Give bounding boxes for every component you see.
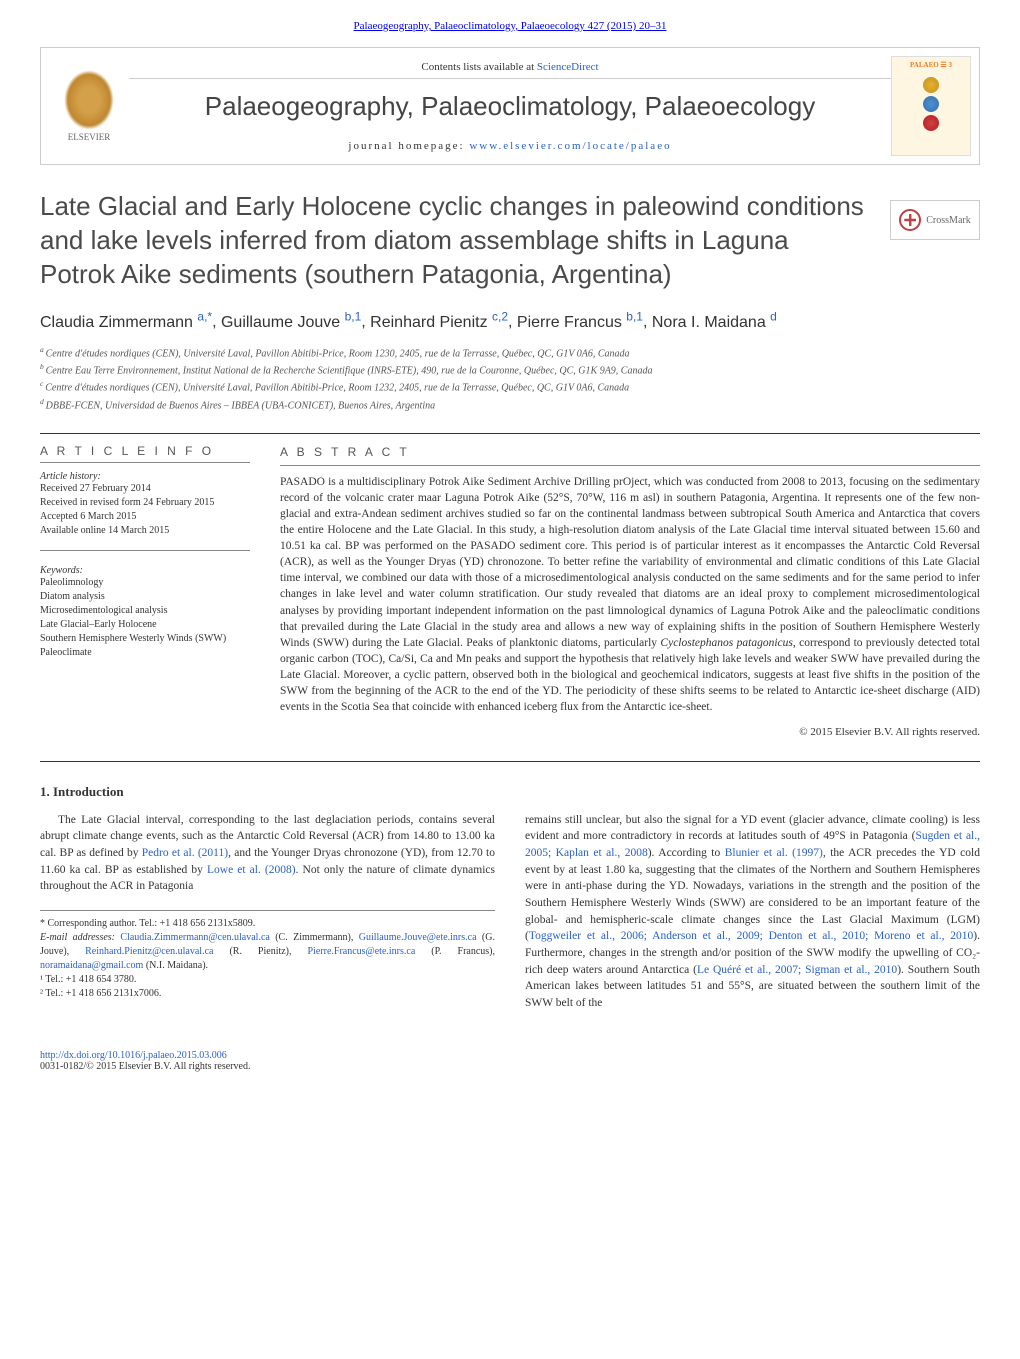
column-right: remains still unclear, but also the sign… (525, 812, 980, 1020)
crossmark-icon (899, 209, 921, 231)
affiliation--link[interactable]: c,2 (492, 309, 508, 323)
history-label: Article history: (40, 471, 250, 482)
section-1-title: 1. Introduction (40, 784, 980, 800)
header-center: Contents lists available at ScienceDirec… (129, 61, 891, 152)
affiliations-list: a Centre d'études nordiques (CEN), Unive… (40, 344, 980, 413)
history-item: Received 27 February 2014 (40, 482, 250, 496)
body-two-columns: The Late Glacial interval, corresponding… (40, 812, 980, 1020)
contents-available: Contents lists available at ScienceDirec… (129, 61, 891, 79)
author-affiliation-sup: d (770, 309, 777, 323)
tel-footnote-1: ¹ Tel.: +1 418 654 3780. (40, 973, 495, 987)
info-divider (40, 550, 250, 551)
affiliation-link[interactable]: a, (197, 309, 207, 323)
ref-link[interactable]: Pedro et al. (2011) (142, 847, 228, 859)
email-link[interactable]: Claudia.Zimmermann@cen.ulaval.ca (120, 932, 269, 943)
cover-badge: PALAEO ☰ 3 (910, 61, 952, 69)
citation-bar: Palaeogeography, Palaeoclimatology, Pala… (40, 20, 980, 32)
keyword: Southern Hemisphere Westerly Winds (SWW) (40, 632, 250, 646)
divider (40, 761, 980, 762)
affiliation--link[interactable]: b,1 (626, 309, 643, 323)
abstract-copyright: © 2015 Elsevier B.V. All rights reserved… (280, 725, 980, 740)
author-affiliation-sup: b,1 (345, 309, 362, 323)
page-footer: http://dx.doi.org/10.1016/j.palaeo.2015.… (40, 1050, 980, 1072)
journal-name: Palaeogeography, Palaeoclimatology, Pala… (129, 91, 891, 122)
ref-link[interactable]: Le Quéré et al., 2007; Sigman et al., 20… (697, 964, 897, 976)
keywords-block: Keywords: PaleolimnologyDiatom analysisM… (40, 565, 250, 660)
divider (40, 433, 980, 434)
elsevier-tree-icon (64, 70, 114, 130)
footnotes-block: * Corresponding author. Tel.: +1 418 656… (40, 910, 495, 1001)
article-info-header: A R T I C L E I N F O (40, 444, 250, 458)
email-link[interactable]: noramaidana@gmail.com (40, 960, 143, 971)
history-item: Accepted 6 March 2015 (40, 510, 250, 524)
abstract-header: A B S T R A C T (280, 444, 980, 461)
abstract-text: PASADO is a multidisciplinary Potrok Aik… (280, 474, 980, 715)
emails-line: E-mail addresses: Claudia.Zimmermann@cen… (40, 931, 495, 973)
journal-header: ELSEVIER Contents lists available at Sci… (40, 47, 980, 165)
affiliation-line: a Centre d'études nordiques (CEN), Unive… (40, 344, 980, 361)
affiliation--link[interactable]: d (770, 309, 777, 323)
author-affiliation-sup: c,2 (492, 309, 508, 323)
author-affiliation-sup: b,1 (626, 309, 643, 323)
article-info-column: A R T I C L E I N F O Article history: R… (40, 444, 250, 741)
ref-link[interactable]: Lowe et al. (2008) (207, 864, 296, 876)
affiliation-line: b Centre Eau Terre Environnement, Instit… (40, 361, 980, 378)
affiliation-line: c Centre d'études nordiques (CEN), Unive… (40, 378, 980, 395)
intro-paragraph: The Late Glacial interval, corresponding… (40, 812, 495, 895)
citation-link[interactable]: Palaeogeography, Palaeoclimatology, Pala… (354, 20, 667, 32)
publisher-name: ELSEVIER (68, 132, 111, 142)
homepage-link[interactable]: www.elsevier.com/locate/palaeo (469, 140, 671, 152)
publisher-logo: ELSEVIER (49, 61, 129, 151)
taxon-name: Cyclostephanos patagonicus (660, 637, 792, 649)
affiliation--link[interactable]: b,1 (345, 309, 362, 323)
keyword: Paleoclimate (40, 646, 250, 660)
doi-link[interactable]: http://dx.doi.org/10.1016/j.palaeo.2015.… (40, 1050, 227, 1061)
ref-link[interactable]: Blunier et al. (1997) (725, 847, 823, 859)
keyword: Paleolimnology (40, 576, 250, 590)
globe-icon (923, 115, 939, 131)
email-link[interactable]: Reinhard.Pienitz@cen.ulaval.ca (85, 946, 213, 957)
author: Guillaume Jouve b,1 (221, 314, 361, 331)
tel-footnote-2: ² Tel.: +1 418 656 2131x7006. (40, 987, 495, 1001)
corresponding-mark[interactable]: * (207, 309, 212, 323)
author: Pierre Francus b,1 (517, 314, 643, 331)
abstract-column: A B S T R A C T PASADO is a multidiscipl… (280, 444, 980, 741)
column-left: The Late Glacial interval, corresponding… (40, 812, 495, 1020)
keyword: Late Glacial–Early Holocene (40, 618, 250, 632)
affiliation-line: d DBBE-FCEN, Universidad de Buenos Aires… (40, 396, 980, 413)
sciencedirect-link[interactable]: ScienceDirect (537, 61, 599, 73)
article-title: Late Glacial and Early Holocene cyclic c… (40, 190, 980, 291)
author-affiliation-sup: a,* (197, 309, 212, 323)
globe-icon (923, 77, 939, 93)
author: Reinhard Pienitz c,2 (370, 314, 508, 331)
footer-copyright: 0031-0182/© 2015 Elsevier B.V. All right… (40, 1061, 250, 1072)
keyword: Microsedimentological analysis (40, 604, 250, 618)
keywords-list: PaleolimnologyDiatom analysisMicrosedime… (40, 576, 250, 660)
info-divider (280, 465, 980, 466)
keyword: Diatom analysis (40, 590, 250, 604)
author: Nora I. Maidana d (652, 314, 777, 331)
corresponding-author: * Corresponding author. Tel.: +1 418 656… (40, 917, 495, 931)
ref-link[interactable]: Toggweiler et al., 2006; Anderson et al.… (529, 930, 973, 942)
email-link[interactable]: Guillaume.Jouve@ete.inrs.ca (359, 932, 477, 943)
info-abstract-row: A R T I C L E I N F O Article history: R… (40, 444, 980, 741)
author: Claudia Zimmermann a,* (40, 314, 212, 331)
crossmark-badge[interactable]: CrossMark (890, 200, 980, 240)
history-item: Available online 14 March 2015 (40, 524, 250, 538)
journal-cover-thumbnail: PALAEO ☰ 3 (891, 56, 971, 156)
history-list: Received 27 February 2014Received in rev… (40, 482, 250, 538)
keywords-label: Keywords: (40, 565, 250, 576)
authors-list: Claudia Zimmermann a,*, Guillaume Jouve … (40, 309, 980, 331)
history-item: Received in revised form 24 February 201… (40, 496, 250, 510)
info-divider (40, 462, 250, 463)
email-link[interactable]: Pierre.Francus@ete.inrs.ca (308, 946, 416, 957)
cover-globes-icon (923, 77, 939, 131)
intro-paragraph-continued: remains still unclear, but also the sign… (525, 812, 980, 1012)
journal-homepage: journal homepage: www.elsevier.com/locat… (129, 140, 891, 152)
globe-icon (923, 96, 939, 112)
